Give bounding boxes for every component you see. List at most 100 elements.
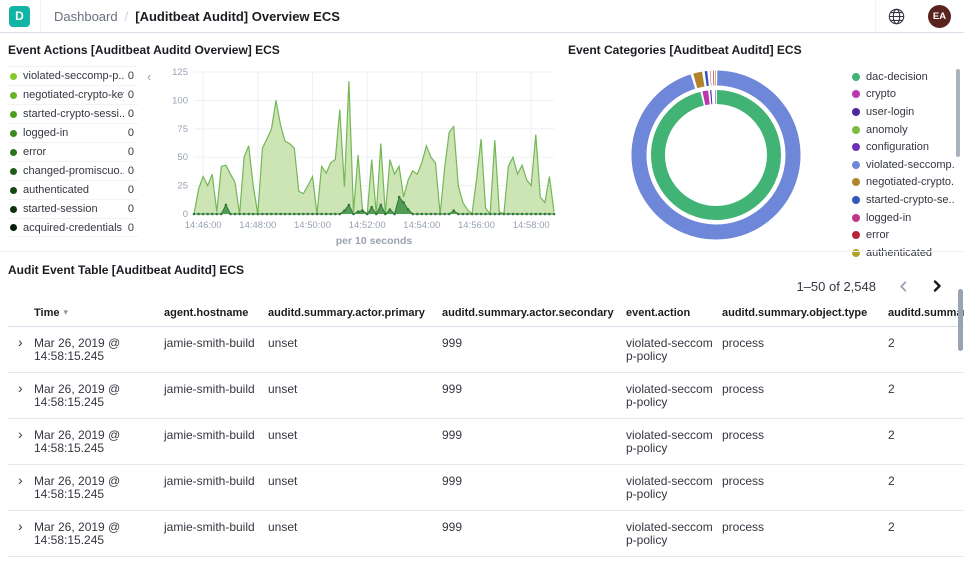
donut-slice-dac-decision[interactable] bbox=[651, 90, 781, 220]
cell-actor-secondary: 999 bbox=[442, 556, 626, 561]
legend-item[interactable]: authenticated bbox=[852, 244, 954, 262]
legend-item[interactable]: dac-decision bbox=[852, 68, 954, 86]
legend-item[interactable]: anomoly bbox=[852, 121, 954, 139]
legend-label: changed-promiscuo... bbox=[23, 165, 124, 177]
donut-slice-violated-seccomp...[interactable] bbox=[631, 70, 801, 240]
sort-descending-icon: ▾ bbox=[63, 307, 69, 317]
column-header-Time[interactable]: Time ▾ bbox=[34, 301, 164, 327]
donut-slice-crypto[interactable] bbox=[702, 90, 710, 106]
legend-label: error bbox=[23, 146, 47, 158]
legend-item[interactable]: logged-in 0 bbox=[8, 123, 138, 142]
row-expand-chevron-icon[interactable]: › bbox=[8, 510, 34, 557]
cell-actor-primary: unset bbox=[268, 372, 442, 419]
pagination-prev-button[interactable] bbox=[888, 273, 918, 299]
legend-label: started-session bbox=[23, 203, 98, 215]
cell-object-type: process bbox=[722, 510, 888, 557]
nav-right-controls: EA bbox=[875, 0, 964, 32]
legend-item[interactable]: crypto bbox=[852, 86, 954, 104]
table-row: › Mar 26, 2019 @ 14:58:15.245 jamie-smit… bbox=[8, 510, 964, 557]
event-categories-body: dac-decision crypto user-login anomoly c… bbox=[568, 57, 964, 259]
donut-chart[interactable] bbox=[628, 67, 804, 248]
column-header-event.action: event.action bbox=[626, 301, 722, 327]
donut-ring-outer bbox=[631, 70, 801, 240]
legend-label: error bbox=[866, 229, 890, 242]
legend-item[interactable]: user-login bbox=[852, 103, 954, 121]
row-expand-chevron-icon[interactable]: › bbox=[8, 556, 34, 561]
legend-item[interactable]: started-crypto-sessi... 0 bbox=[8, 104, 138, 123]
legend-color-dot bbox=[10, 148, 17, 156]
legend-item[interactable]: error 0 bbox=[8, 142, 138, 161]
column-header-auditd.summary.actor.primary: auditd.summary.actor.primary bbox=[268, 301, 442, 327]
cell-summary: 2 bbox=[888, 510, 964, 557]
legend-color-dot bbox=[10, 72, 17, 80]
svg-text:14:58:00: 14:58:00 bbox=[513, 220, 550, 231]
legend-item[interactable]: acquired-credentials 0 bbox=[8, 218, 138, 237]
legend-label: violated-seccomp... bbox=[866, 158, 954, 171]
svg-text:50: 50 bbox=[177, 152, 188, 163]
cell-object-type: process bbox=[722, 464, 888, 511]
row-expand-chevron-icon[interactable]: › bbox=[8, 326, 34, 373]
legend-label: started-crypto-se... bbox=[866, 193, 954, 206]
table-row: › Mar 26, 2019 @ 14:58:15.245 jamie-smit… bbox=[8, 372, 964, 419]
legend-label: configuration bbox=[866, 141, 929, 154]
audit-event-table: Time ▾ agent.hostname auditd.summary.actor.… bbox=[8, 301, 964, 561]
svg-text:14:54:00: 14:54:00 bbox=[403, 220, 440, 231]
cell-actor-secondary: 999 bbox=[442, 326, 626, 373]
table-scrollbar[interactable] bbox=[958, 289, 963, 351]
user-avatar[interactable]: EA bbox=[928, 4, 951, 28]
legend-item[interactable]: violated-seccomp-p... 0 bbox=[8, 66, 138, 85]
legend-color-dot bbox=[10, 129, 17, 137]
legend-label: dac-decision bbox=[866, 70, 928, 83]
pagination-next-button[interactable] bbox=[922, 273, 952, 299]
legend-item[interactable]: configuration bbox=[852, 138, 954, 156]
pagination-range: 1–50 of 2,548 bbox=[796, 278, 876, 294]
table-row: › Mar 26, 2019 @ 14:58:15.245 jamie-smit… bbox=[8, 556, 964, 561]
cell-summary: 2 bbox=[888, 464, 964, 511]
breadcrumb-separator: / bbox=[124, 8, 129, 24]
legend-collapse-icon[interactable]: ‹ bbox=[147, 69, 152, 84]
legend-scrollbar[interactable] bbox=[956, 69, 960, 157]
legend-color-dot bbox=[852, 90, 860, 99]
svg-text:14:46:00: 14:46:00 bbox=[185, 220, 222, 231]
legend-item[interactable]: negotiated-crypto-key 0 bbox=[8, 85, 138, 104]
column-header-agent.hostname: agent.hostname bbox=[164, 301, 268, 327]
cell-event-action: violated-seccomp-policy bbox=[626, 464, 722, 511]
legend-color-dot bbox=[852, 248, 860, 257]
row-expand-chevron-icon[interactable]: › bbox=[8, 418, 34, 465]
legend-item[interactable]: error bbox=[852, 226, 954, 244]
legend-item[interactable]: violated-seccomp... bbox=[852, 156, 954, 174]
legend-color-dot bbox=[852, 107, 860, 116]
legend-value: 0 bbox=[127, 89, 134, 101]
cell-time: Mar 26, 2019 @ 14:58:15.245 bbox=[34, 372, 164, 419]
donut-slice-negotiated-crypto...[interactable] bbox=[693, 71, 705, 89]
legend-item[interactable]: logged-in bbox=[852, 209, 954, 227]
legend-color-dot bbox=[10, 205, 17, 213]
area-chart[interactable]: 0 25 50 75 100 125 14:46:00 14:48:00 14:50:00 14:… bbox=[156, 62, 560, 253]
table-row: › Mar 26, 2019 @ 14:58:15.245 jamie-smit… bbox=[8, 326, 964, 373]
event-actions-body: violated-seccomp-p... 0 negotiated-crypto… bbox=[8, 66, 558, 256]
series2-point-markers bbox=[192, 195, 556, 216]
legend-item[interactable]: negotiated-crypto... bbox=[852, 174, 954, 192]
globe-icon[interactable] bbox=[875, 0, 917, 32]
legend-item[interactable]: started-crypto-se... bbox=[852, 191, 954, 209]
row-expand-chevron-icon[interactable]: › bbox=[8, 372, 34, 419]
row-expand-chevron-icon[interactable]: › bbox=[8, 464, 34, 511]
legend-label: negotiated-crypto-key bbox=[23, 89, 124, 101]
legend-item[interactable]: changed-promiscuo... 0 bbox=[8, 161, 138, 180]
cell-agent-hostname: jamie-smith-build bbox=[164, 510, 268, 557]
cell-summary: 2 bbox=[888, 556, 964, 561]
breadcrumb-dashboard-link[interactable]: Dashboard bbox=[54, 8, 118, 24]
cell-actor-primary: unset bbox=[268, 326, 442, 373]
event-actions-panel: Event Actions [Auditbeat Auditd Overview… bbox=[0, 33, 558, 251]
legend-item[interactable]: started-session 0 bbox=[8, 199, 138, 218]
legend-color-dot bbox=[10, 167, 17, 175]
cell-event-action: violated-seccomp-policy bbox=[626, 418, 722, 465]
cell-time: Mar 26, 2019 @ 14:58:15.245 bbox=[34, 326, 164, 373]
legend-color-dot bbox=[852, 231, 860, 240]
kibana-logo[interactable]: D bbox=[9, 5, 30, 27]
legend-item[interactable]: authenticated 0 bbox=[8, 180, 138, 199]
legend-color-dot bbox=[10, 91, 17, 99]
breadcrumb: Dashboard / [Auditbeat Auditd] Overview … bbox=[54, 9, 340, 24]
cell-time: Mar 26, 2019 @ 14:58:15.245 bbox=[34, 418, 164, 465]
cell-object-type: process bbox=[722, 418, 888, 465]
